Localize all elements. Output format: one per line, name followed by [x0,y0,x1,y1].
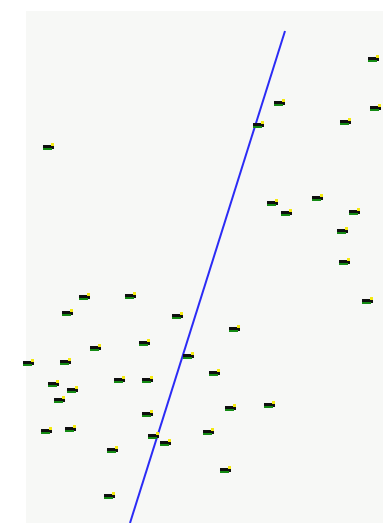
data-point [225,404,236,411]
data-point [54,396,65,403]
data-point [209,369,220,376]
data-point [60,358,71,365]
data-point [148,432,159,439]
data-point [172,312,183,319]
points-group [23,55,381,499]
data-point [79,293,90,300]
data-point [90,344,101,351]
data-point [142,410,153,417]
data-point [62,309,73,316]
data-point [41,427,52,434]
data-point [139,339,150,346]
canvas-panel[interactable] [26,11,383,523]
data-point [160,439,171,446]
data-point [203,428,214,435]
data-point [253,121,264,128]
data-point [340,118,351,125]
data-point [281,209,292,216]
data-point [274,99,285,106]
data-point [220,466,231,473]
data-point [267,199,278,206]
data-point [114,376,125,383]
data-point [349,208,360,215]
data-point [48,380,59,387]
data-point [312,194,323,201]
data-point [23,359,34,366]
data-point [368,55,379,62]
data-point [362,297,373,304]
data-point [229,325,240,332]
data-point [183,352,194,359]
data-point [67,386,78,393]
separator-line [129,30,286,523]
data-point [264,401,275,408]
data-point [104,492,115,499]
data-point [337,227,348,234]
data-point [125,292,136,299]
data-point [339,258,350,265]
data-point [142,376,153,383]
data-point [107,446,118,453]
data-point [370,104,381,111]
data-point [65,425,76,432]
data-point [43,143,54,150]
